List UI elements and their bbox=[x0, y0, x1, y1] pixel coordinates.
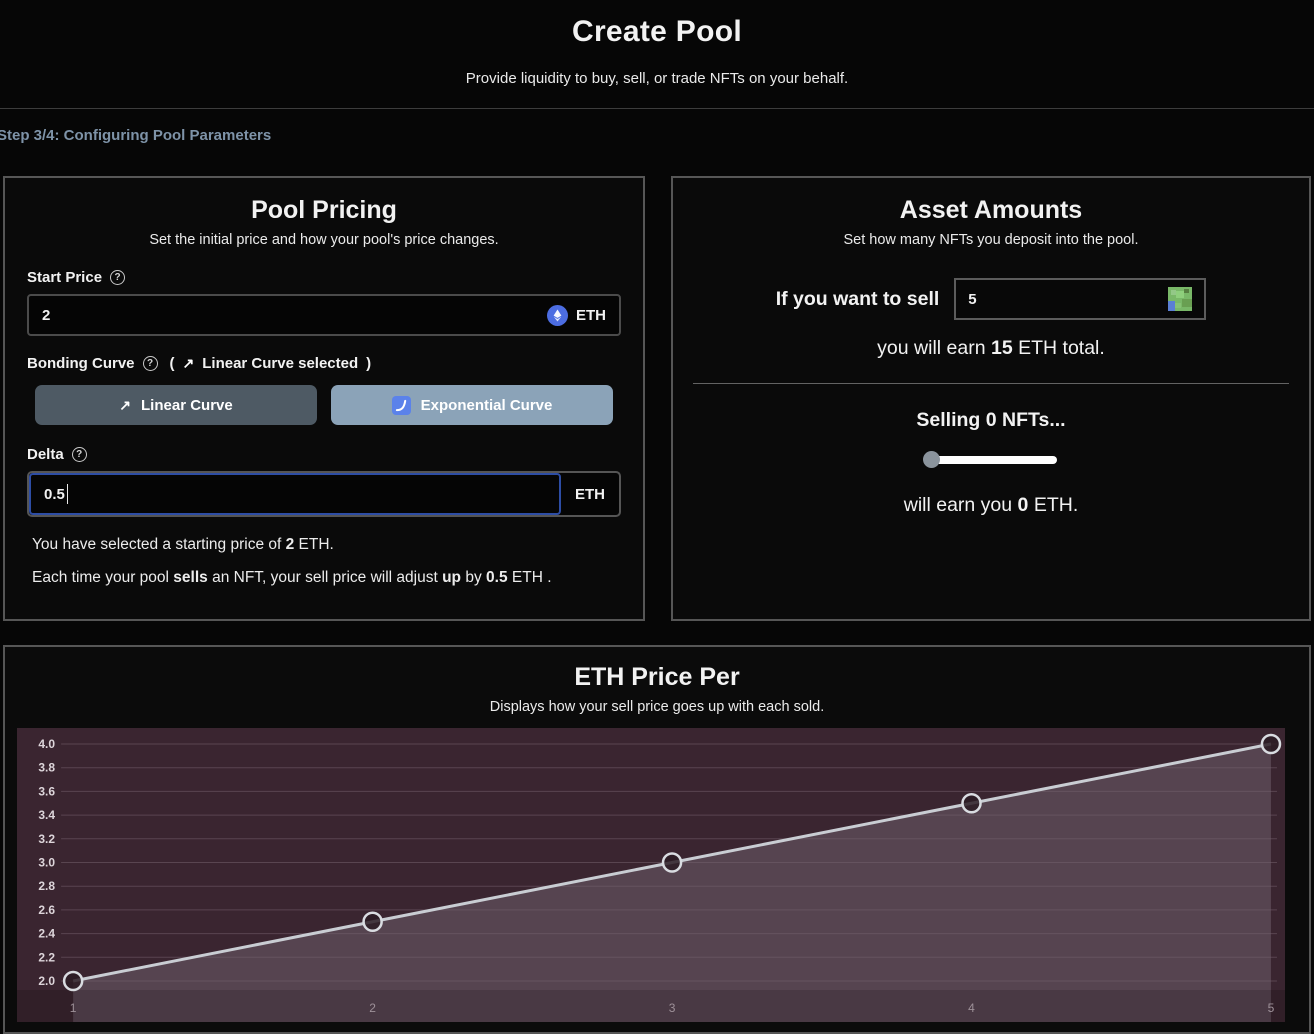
chart-title: ETH Price Per bbox=[574, 663, 740, 691]
sell-count-input-box bbox=[954, 278, 1207, 320]
trend-up-icon: ↗ bbox=[119, 396, 132, 413]
slider-track[interactable] bbox=[925, 456, 1057, 464]
asset-amounts-title: Asset Amounts bbox=[899, 196, 1083, 224]
earn-total-line: you will earn 15 ETH total. bbox=[877, 337, 1105, 359]
linear-curve-button[interactable]: ↗ Linear Curve bbox=[35, 385, 317, 425]
nft-slider[interactable] bbox=[923, 451, 1057, 469]
start-price-label: Start Price bbox=[27, 269, 103, 286]
price-chart-panel: ETH Price Per Displays how your sell pri… bbox=[3, 645, 1311, 1034]
svg-text:5: 5 bbox=[1268, 1001, 1275, 1015]
sell-prompt: If you want to sell bbox=[775, 287, 940, 310]
exponential-curve-icon bbox=[391, 395, 411, 415]
selling-line: Selling 0 NFTs... bbox=[916, 409, 1066, 431]
svg-text:4: 4 bbox=[968, 1001, 975, 1015]
bonding-note-text: Linear Curve selected bbox=[202, 355, 359, 372]
help-icon[interactable]: ? bbox=[71, 447, 87, 462]
eth-coin-icon bbox=[547, 304, 568, 326]
bonding-note-open: ( bbox=[169, 355, 175, 372]
step-indicator: Step 3/4: Configuring Pool Parameters bbox=[0, 127, 272, 144]
asset-amounts-subtitle: Set how many NFTs you deposit into the p… bbox=[843, 232, 1139, 248]
bonding-curve-label: Bonding Curve bbox=[27, 355, 135, 372]
pool-pricing-title: Pool Pricing bbox=[251, 196, 397, 224]
svg-text:2.2: 2.2 bbox=[38, 950, 55, 964]
divider bbox=[693, 383, 1289, 384]
sell-count-row: If you want to sell bbox=[689, 278, 1293, 320]
svg-text:3.6: 3.6 bbox=[38, 784, 55, 798]
curve-button-row: ↗ Linear Curve Exponential Curve bbox=[27, 385, 621, 425]
delta-unit: ETH bbox=[575, 485, 605, 503]
trend-up-icon: ↗ bbox=[182, 355, 195, 371]
bonding-curve-label-row: Bonding Curve ? ( ↗ Linear Curve selecte… bbox=[27, 355, 621, 372]
summary-line-1: You have selected a starting price of 2 … bbox=[32, 536, 334, 553]
delta-label-row: Delta ? bbox=[27, 446, 621, 463]
svg-text:2.8: 2.8 bbox=[38, 879, 55, 893]
svg-text:3.2: 3.2 bbox=[38, 832, 55, 846]
delta-label: Delta bbox=[27, 446, 64, 463]
start-price-input[interactable] bbox=[42, 306, 547, 324]
exponential-curve-button[interactable]: Exponential Curve bbox=[331, 385, 613, 425]
help-icon[interactable]: ? bbox=[110, 270, 126, 285]
start-price-label-row: Start Price ? bbox=[27, 269, 621, 286]
delta-input[interactable]: 0.5 bbox=[29, 473, 561, 515]
asset-amounts-panel: Asset Amounts Set how many NFTs you depo… bbox=[671, 176, 1311, 621]
slider-thumb[interactable] bbox=[923, 451, 940, 468]
exponential-curve-button-label: Exponential Curve bbox=[420, 396, 553, 414]
svg-text:2.4: 2.4 bbox=[38, 927, 55, 941]
start-price-unit: ETH bbox=[576, 306, 606, 324]
pool-pricing-subtitle: Set the initial price and how your pool'… bbox=[149, 232, 499, 248]
svg-text:3.0: 3.0 bbox=[38, 856, 55, 870]
price-chart-svg: 2.0 2.2 2.4 2.6 2.8 3.0 3.2 3.4 3.6 3.8 4.0 1 2 3 4 5 bbox=[17, 728, 1285, 1022]
bonding-note-close: ) bbox=[366, 355, 372, 372]
help-icon[interactable]: ? bbox=[142, 356, 158, 371]
sell-count-input[interactable] bbox=[968, 290, 1169, 308]
nft-thumbnail bbox=[1168, 287, 1193, 311]
pool-pricing-panel: Pool Pricing Set the initial price and h… bbox=[3, 176, 645, 621]
svg-text:4.0: 4.0 bbox=[38, 737, 55, 751]
page-subtitle: Provide liquidity to buy, sell, or trade… bbox=[465, 70, 849, 87]
linear-curve-button-label: Linear Curve bbox=[141, 396, 233, 414]
svg-text:3.4: 3.4 bbox=[38, 808, 55, 822]
page-title: Create Pool bbox=[571, 15, 742, 48]
svg-text:3.8: 3.8 bbox=[38, 761, 55, 775]
summary-line-2: Each time your pool sells an NFT, your s… bbox=[32, 569, 552, 586]
delta-value: 0.5 bbox=[44, 485, 65, 503]
svg-text:2.0: 2.0 bbox=[38, 974, 55, 988]
svg-text:2.6: 2.6 bbox=[38, 903, 55, 917]
svg-text:3: 3 bbox=[669, 1001, 676, 1015]
page-header: Create Pool Provide liquidity to buy, se… bbox=[0, 0, 1314, 109]
svg-text:1: 1 bbox=[70, 1001, 77, 1015]
start-price-input-box: ETH bbox=[27, 294, 621, 336]
chart-subtitle: Displays how your sell price goes up wit… bbox=[489, 699, 825, 715]
delta-input-box: 0.5 ETH bbox=[27, 471, 621, 517]
text-caret bbox=[66, 484, 69, 504]
will-earn-line: will earn you 0 ETH. bbox=[903, 494, 1079, 516]
svg-text:2: 2 bbox=[369, 1001, 376, 1015]
